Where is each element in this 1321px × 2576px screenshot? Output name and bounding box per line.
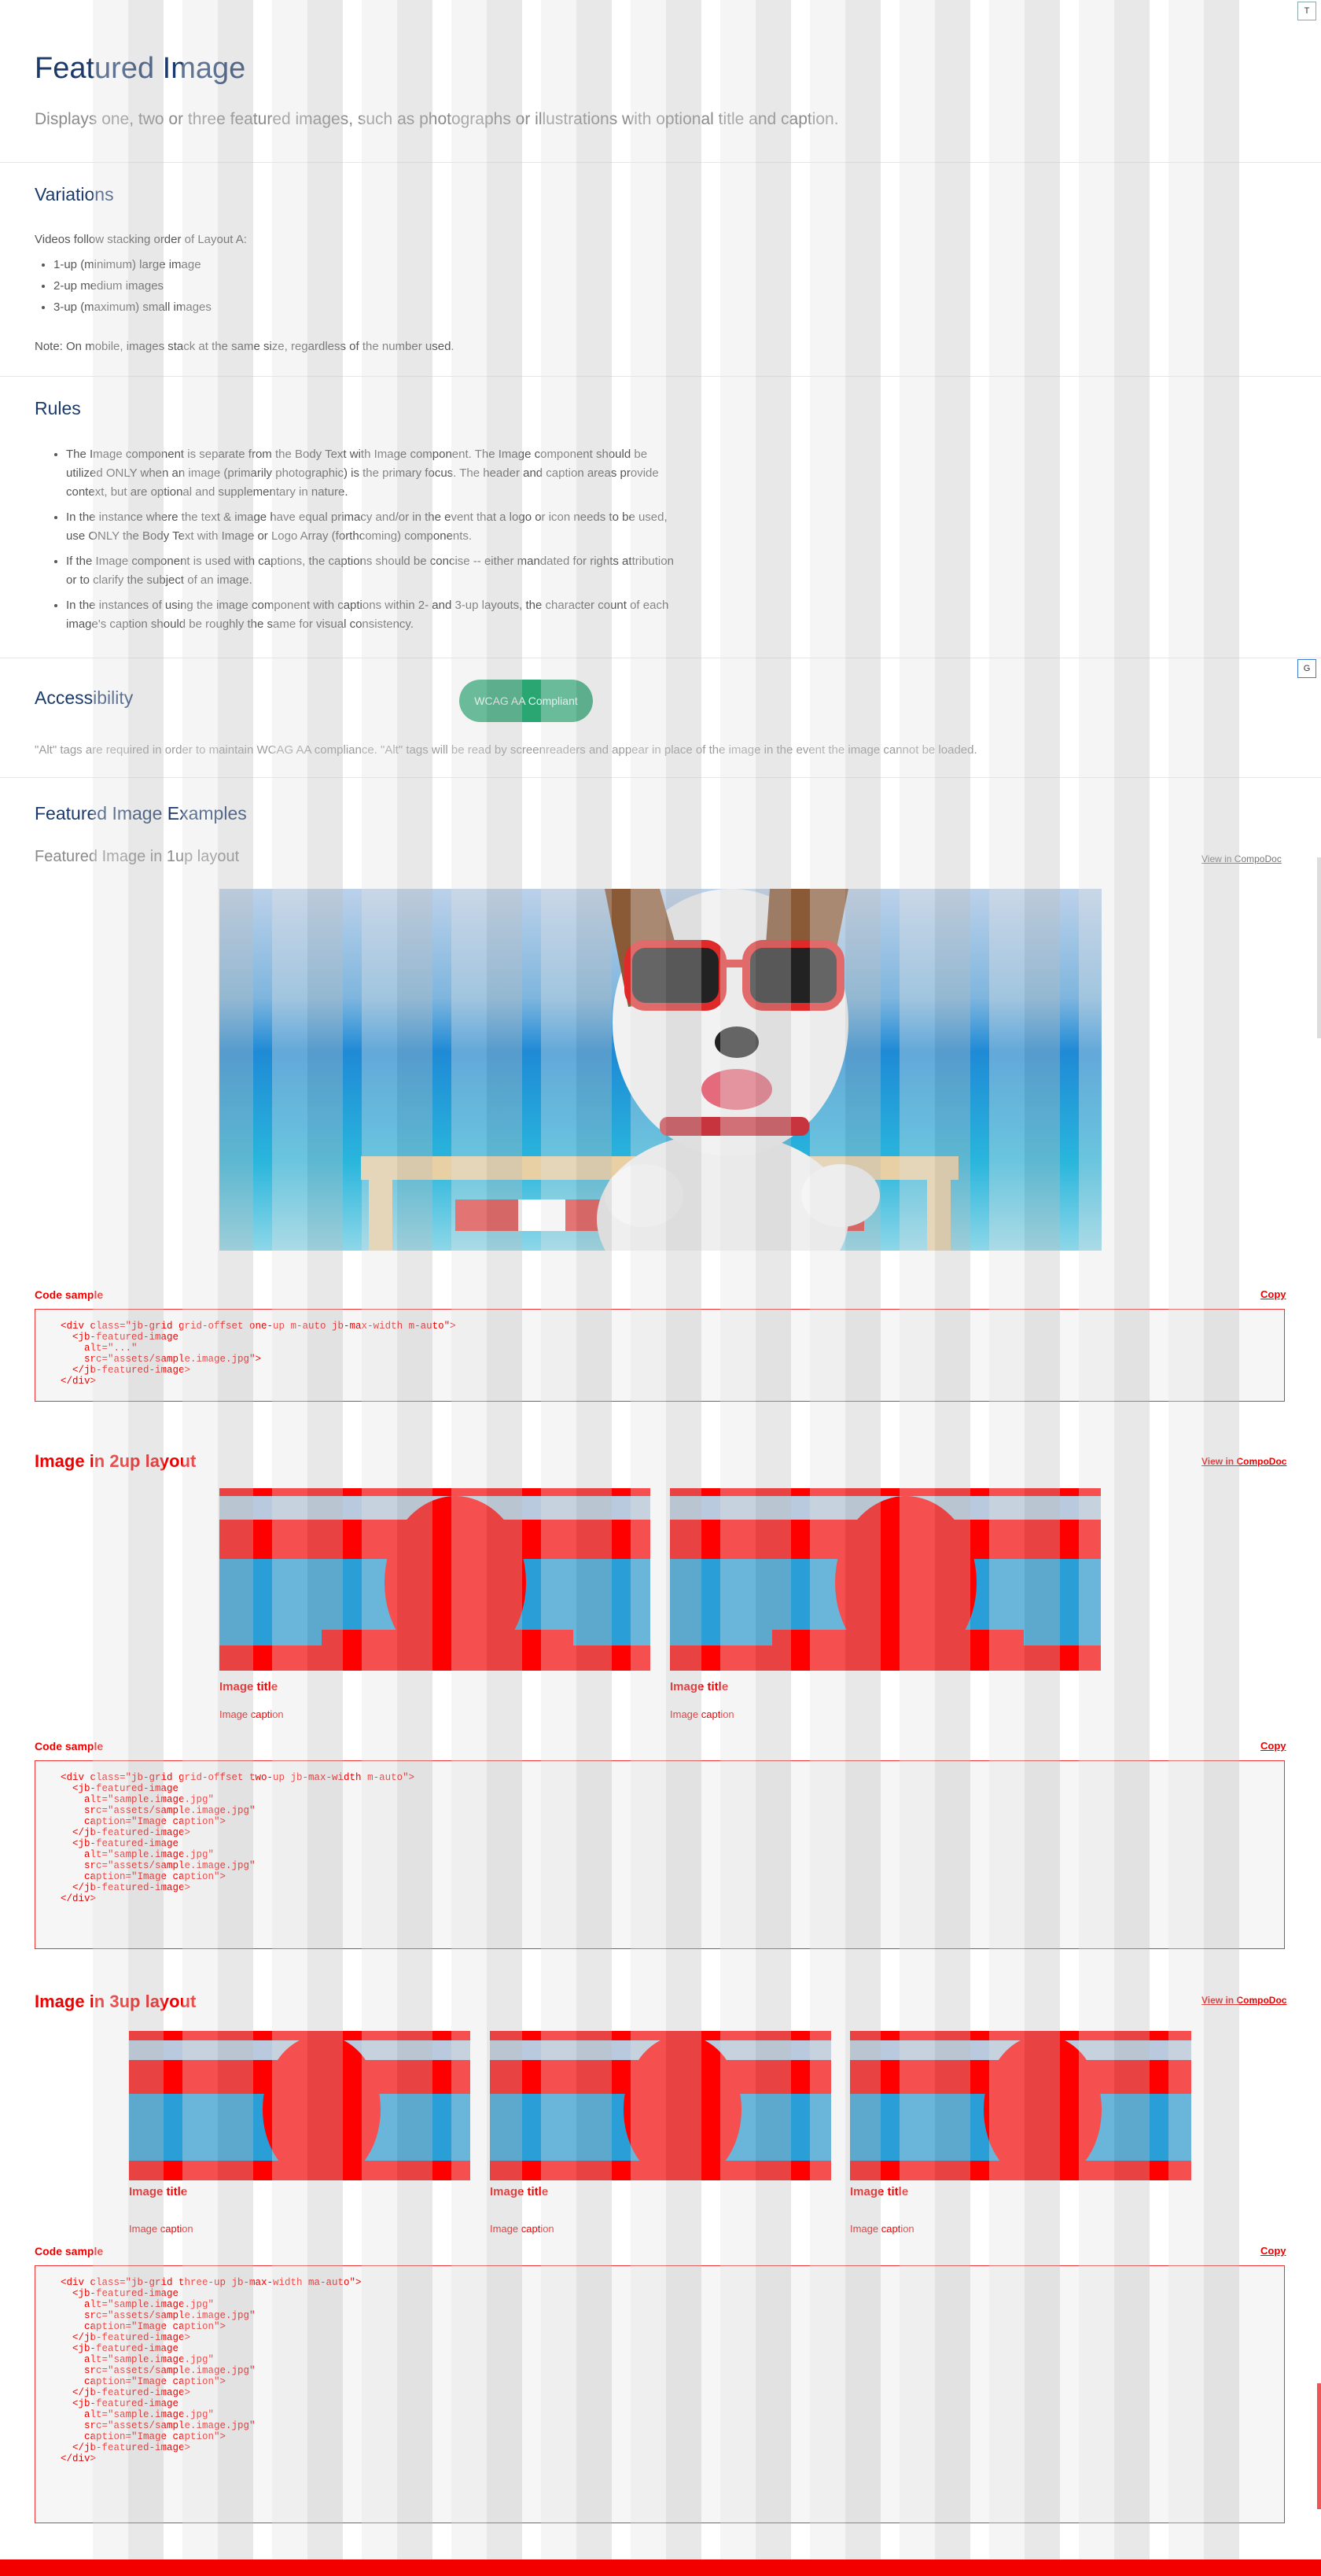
grid-gutter: [451, 0, 487, 2576]
list-item: 2-up medium images: [53, 279, 212, 293]
code-sample-1up: <div class="jb-grid grid-offset one-up m…: [35, 1309, 1285, 1402]
grid-gutter: [1079, 0, 1114, 2576]
grid-column: [218, 0, 253, 2576]
grid-gutter: [362, 0, 397, 2576]
rules-title: Rules: [35, 398, 81, 418]
grid-column: [756, 0, 791, 2576]
code-sample-3up: <div class="jb-grid three-up jb-max-widt…: [35, 2265, 1285, 2523]
divider: [0, 777, 1321, 778]
image-caption: Image caption: [219, 1708, 284, 1720]
image-title: Image title: [670, 1680, 729, 1693]
code-sample-label: Code sample: [35, 1288, 104, 1301]
page-title: Featured Image: [35, 52, 246, 85]
code-text: <div class="jb-grid grid-offset two-up j…: [61, 1772, 415, 1904]
image-caption: Image caption: [850, 2223, 914, 2235]
accessibility-title: Accessibility: [35, 687, 134, 708]
image-title: Image title: [850, 2185, 909, 2198]
grid-gutter: [182, 0, 218, 2576]
examples-title: Featured Image Examples: [35, 803, 247, 824]
code-sample-label: Code sample: [35, 1740, 104, 1752]
accessibility-note: "Alt" tags are required in order to main…: [35, 743, 977, 757]
grid-column: [666, 0, 701, 2576]
list-item: If the Image component is used with capt…: [66, 552, 679, 590]
grid-gutter: [631, 0, 666, 2576]
featured-image-2up-2: [670, 1488, 1101, 1671]
scrollbar-track[interactable]: [1317, 857, 1321, 1038]
copy-button[interactable]: Copy: [1260, 1740, 1286, 1752]
wcag-badge: WCAG AA Compliant: [459, 680, 593, 722]
image-caption: Image caption: [670, 1708, 734, 1720]
list-item: 3-up (maximum) small images: [53, 300, 212, 314]
grid-gutter: [989, 0, 1025, 2576]
featured-image-3up-1: [129, 2031, 470, 2180]
grid-column: [307, 0, 343, 2576]
view-in-compodoc-link[interactable]: View in CompoDoc: [1201, 853, 1282, 864]
copy-button[interactable]: Copy: [1260, 1288, 1286, 1300]
view-in-compodoc-link[interactable]: View in CompoDoc: [1201, 1456, 1287, 1467]
code-sample-2up: <div class="jb-grid grid-offset two-up j…: [35, 1760, 1285, 1949]
list-item: In the instances of using the image comp…: [66, 596, 679, 634]
dog-photo-illustration: [850, 2031, 1191, 2180]
variations-intro: Videos follow stacking order of Layout A…: [35, 233, 247, 246]
grid-column: [1114, 0, 1150, 2576]
divider: [0, 162, 1321, 163]
featured-image-1up: [219, 889, 1102, 1251]
divider: [0, 376, 1321, 377]
grid-gutter: [1168, 0, 1204, 2576]
grid-column: [935, 0, 970, 2576]
list-item: 1-up (minimum) large image: [53, 258, 212, 271]
variations-title: Variations: [35, 184, 114, 205]
grid-column: [576, 0, 612, 2576]
image-title: Image title: [129, 2185, 188, 2198]
variations-list: 1-up (minimum) large image 2-up medium i…: [36, 258, 212, 322]
page-subtitle: Displays one, two or three featured imag…: [35, 110, 839, 128]
bottom-debug-bar: [0, 2559, 1321, 2576]
dog-photo-illustration: [219, 1488, 650, 1671]
image-caption: Image caption: [490, 2223, 554, 2235]
dog-photo-illustration: [490, 2031, 831, 2180]
scrollbar-thumb[interactable]: [1317, 2383, 1321, 2509]
code-text: <div class="jb-grid grid-offset one-up m…: [61, 1321, 456, 1387]
code-sample-label: Code sample: [35, 2245, 104, 2257]
three-up-heading: Image in 3up layout: [35, 1992, 197, 2011]
grid-gutter: [272, 0, 307, 2576]
dog-photo-illustration: [219, 889, 1102, 1251]
grid-column: [1025, 0, 1060, 2576]
grid-toggle-icon[interactable]: G: [1297, 659, 1316, 678]
dog-photo-illustration: [670, 1488, 1101, 1671]
rules-list: The Image component is separate from the…: [49, 445, 679, 640]
dog-photo-illustration: [129, 2031, 470, 2180]
code-text: <div class="jb-grid three-up jb-max-widt…: [61, 2277, 362, 2464]
copy-button[interactable]: Copy: [1260, 2245, 1286, 2257]
image-title: Image title: [490, 2185, 549, 2198]
grid-gutter: [720, 0, 756, 2576]
image-caption: Image caption: [129, 2223, 193, 2235]
grid-column: [397, 0, 432, 2576]
image-title: Image title: [219, 1680, 278, 1693]
list-item: The Image component is separate from the…: [66, 445, 679, 502]
grid-column: [1204, 0, 1239, 2576]
two-up-heading: Image in 2up layout: [35, 1451, 197, 1471]
featured-image-2up-1: [219, 1488, 650, 1671]
grid-gutter: [810, 0, 845, 2576]
view-in-compodoc-link[interactable]: View in CompoDoc: [1201, 1995, 1287, 2006]
variations-note: Note: On mobile, images stack at the sam…: [35, 340, 454, 353]
featured-image-3up-2: [490, 2031, 831, 2180]
featured-image-3up-3: [850, 2031, 1191, 2180]
one-up-heading: Featured Image in 1up layout: [35, 848, 240, 865]
top-toggle-icon[interactable]: T: [1297, 2, 1316, 20]
list-item: In the instance where the text & image h…: [66, 508, 679, 546]
